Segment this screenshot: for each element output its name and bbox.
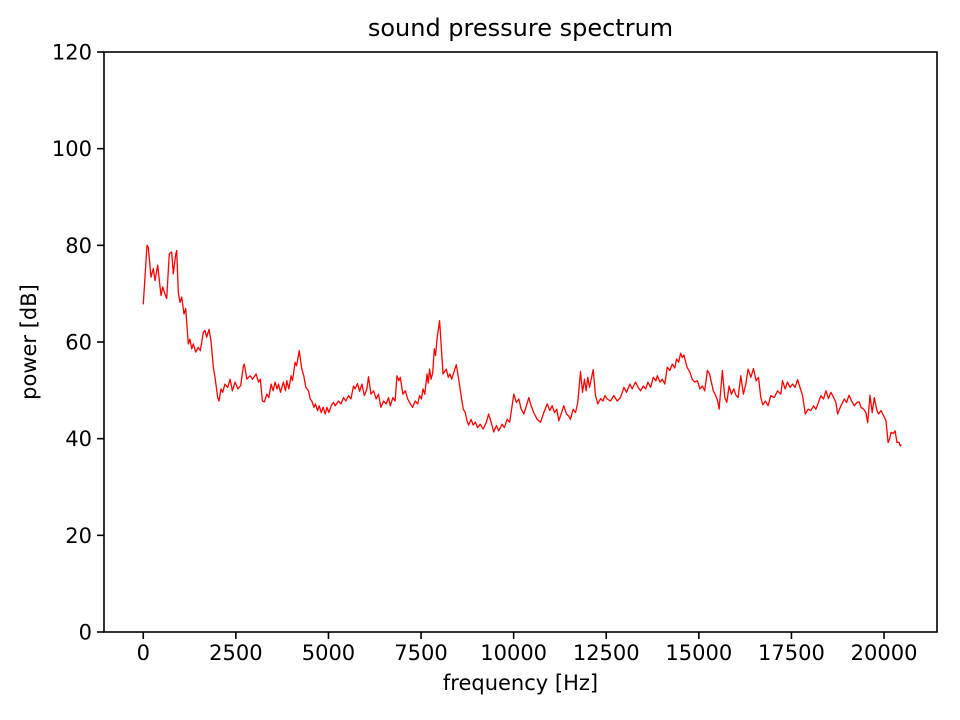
x-tick-label: 20000: [851, 641, 918, 665]
y-tick-label: 40: [65, 427, 92, 451]
y-tick-label: 0: [79, 621, 92, 645]
x-tick-label: 5000: [302, 641, 355, 665]
spectrum-line: [142, 244, 902, 447]
x-tick-label: 2500: [209, 641, 262, 665]
x-tick-label: 0: [137, 641, 150, 665]
x-tick-label: 15000: [665, 641, 732, 665]
x-tick-label: 17500: [758, 641, 825, 665]
axes-frame: [103, 51, 938, 633]
chart-title: sound pressure spectrum: [367, 14, 674, 42]
y-tick-label: 60: [65, 331, 92, 355]
x-axis-label: frequency [Hz]: [442, 671, 599, 695]
y-axis-label: power [dB]: [17, 284, 41, 400]
y-tick-label: 20: [65, 524, 92, 548]
y-tick-label: 120: [52, 41, 92, 65]
y-tick-label: 80: [65, 234, 92, 258]
x-tick-label: 7500: [394, 641, 447, 665]
y-tick-label: 100: [52, 137, 92, 161]
x-tick-label: 12500: [573, 641, 640, 665]
x-tick-label: 10000: [480, 641, 547, 665]
